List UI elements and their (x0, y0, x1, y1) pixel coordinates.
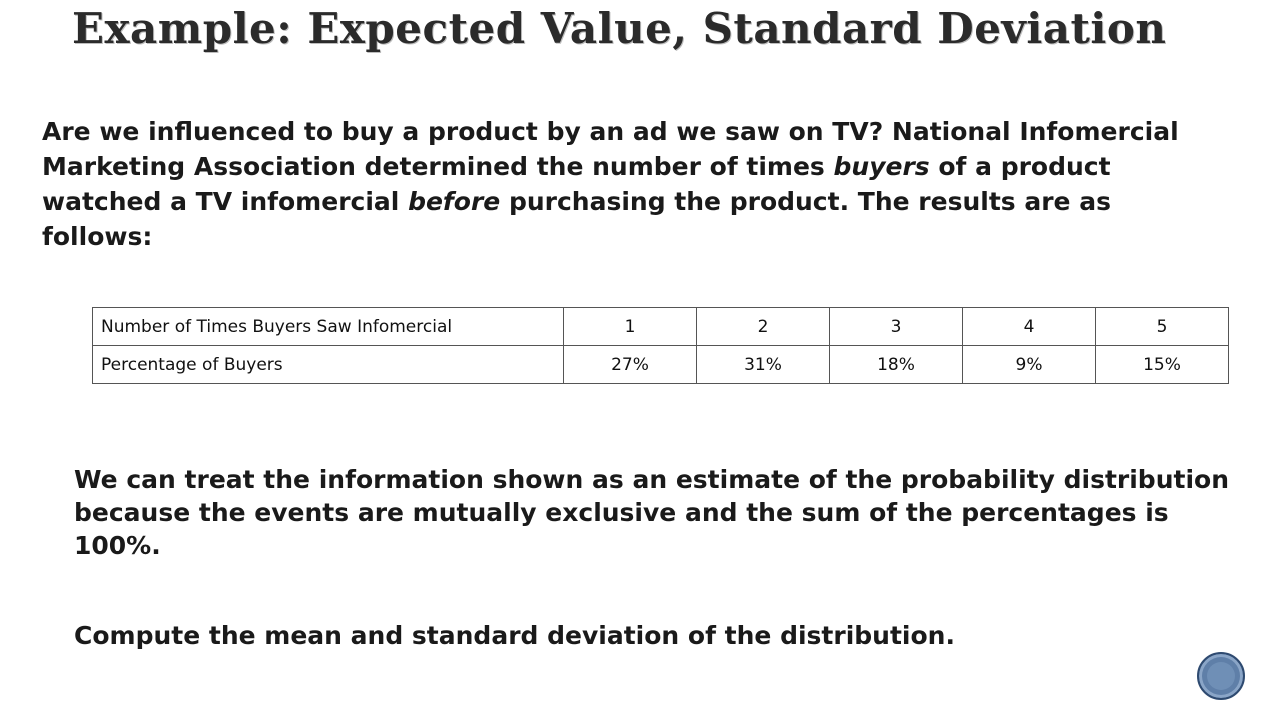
intro-paragraph: Are we influenced to buy a product by an… (42, 114, 1212, 254)
table-cell: 2 (696, 307, 830, 346)
intro-emphasis-before: before (408, 187, 501, 216)
explanation-paragraph: We can treat the information shown as an… (74, 465, 1229, 560)
table-cell: 18% (829, 345, 963, 384)
table-row-times: Number of Times Buyers Saw Infomercial 1… (92, 307, 1229, 346)
slide-title: Example: Expected Value, Standard Deviat… (72, 4, 1167, 53)
row-header-times: Number of Times Buyers Saw Infomercial (92, 307, 564, 346)
table-cell: 5 (1095, 307, 1229, 346)
table-cell: 3 (829, 307, 963, 346)
distribution-table: Number of Times Buyers Saw Infomercial 1… (92, 307, 1229, 384)
intro-emphasis-buyers: buyers (833, 152, 930, 181)
intro-text-3: purchasing the product. The results are … (42, 187, 1111, 251)
table-row-percentage: Percentage of Buyers 27% 31% 18% 9% 15% (92, 345, 1229, 384)
row-header-percentage: Percentage of Buyers (92, 345, 564, 384)
table-cell: 31% (696, 345, 830, 384)
table-cell: 4 (962, 307, 1096, 346)
table-cell: 9% (962, 345, 1096, 384)
intro-text-2: of a product watched a TV infomercial (42, 152, 1111, 216)
nav-button-inner (1207, 662, 1235, 690)
table-cell: 15% (1095, 345, 1229, 384)
intro-text-1: Are we influenced to buy a product by an… (42, 117, 1179, 181)
task-paragraph: Compute the mean and standard deviation … (74, 621, 955, 650)
table-cell: 1 (563, 307, 697, 346)
table-cell: 27% (563, 345, 697, 384)
circle-nav-icon[interactable] (1197, 652, 1245, 700)
